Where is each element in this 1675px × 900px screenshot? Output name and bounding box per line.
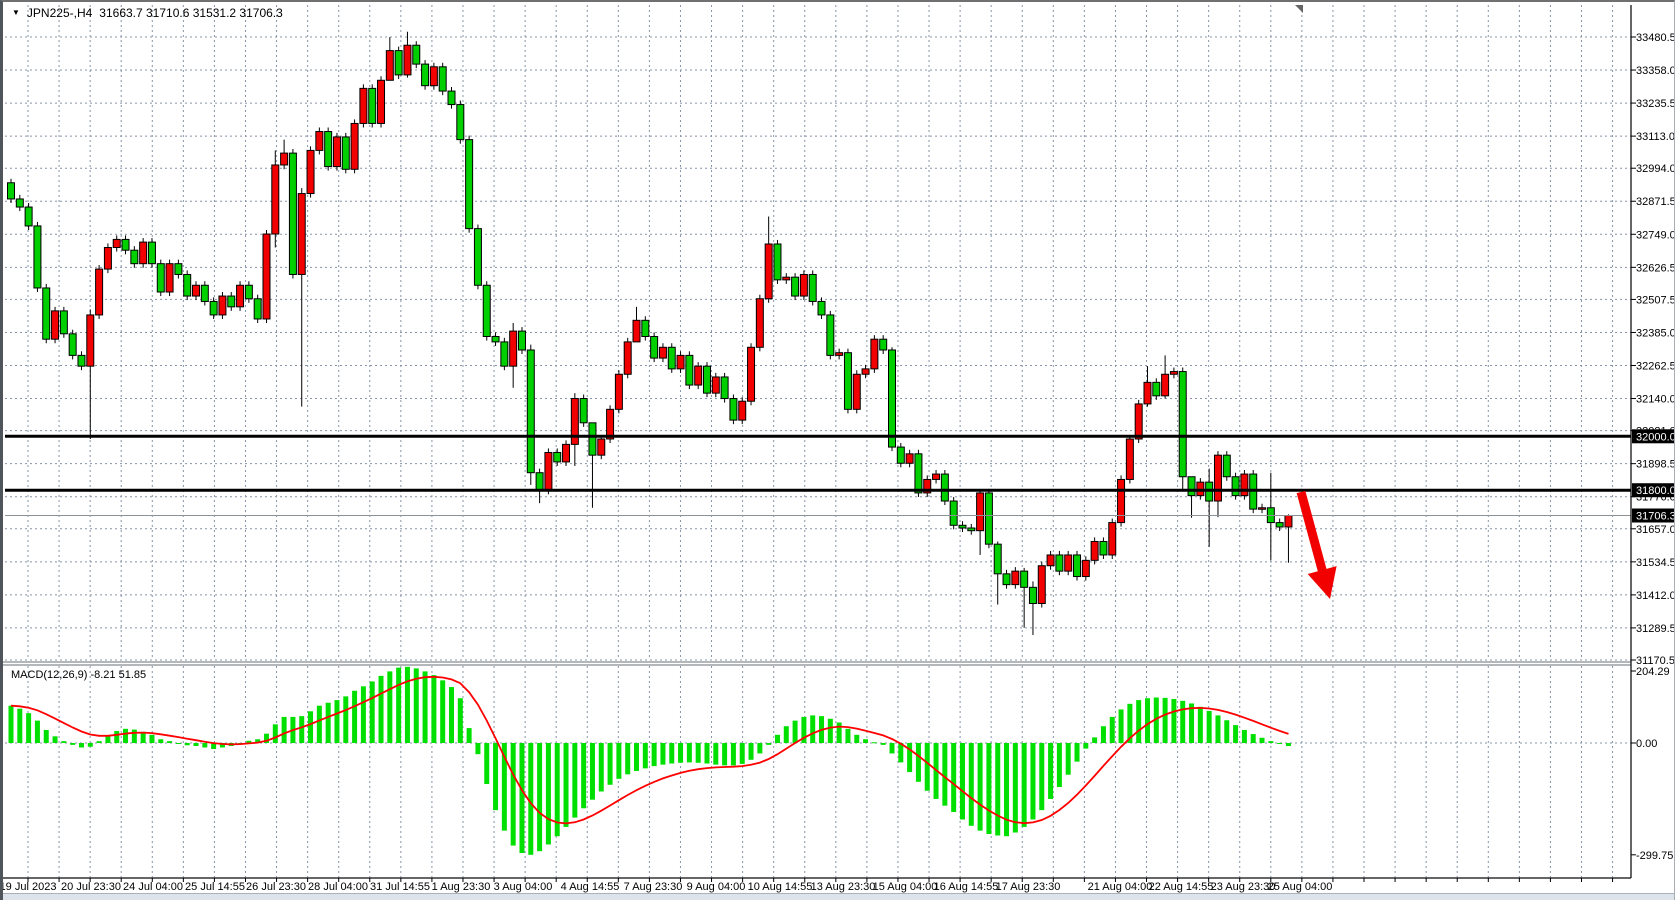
svg-text:32507.5: 32507.5 [1636,294,1675,306]
grid [5,5,1631,878]
svg-text:16 Aug 14:55: 16 Aug 14:55 [934,881,999,893]
svg-text:32871.5: 32871.5 [1636,196,1675,208]
symbol-timeframe-label: JPN225-,H4 [26,6,93,20]
svg-text:33358.0: 33358.0 [1636,65,1675,77]
svg-text:25 Aug 04:00: 25 Aug 04:00 [1268,881,1333,893]
svg-text:19 Jul 2023: 19 Jul 2023 [3,881,56,893]
svg-text:32385.0: 32385.0 [1636,327,1675,339]
pane-separators [3,5,1632,879]
svg-text:31706.3: 31706.3 [1636,511,1675,523]
svg-text:-299.75: -299.75 [1636,850,1673,862]
svg-text:32626.5: 32626.5 [1636,262,1675,274]
svg-text:23 Aug 23:30: 23 Aug 23:30 [1211,881,1276,893]
svg-text:33113.0: 33113.0 [1636,131,1675,143]
svg-text:9 Aug 04:00: 9 Aug 04:00 [687,881,746,893]
candles [7,31,1293,636]
svg-text:1 Aug 23:30: 1 Aug 23:30 [432,881,491,893]
price-badge-32000.0: 32000.0 [1632,429,1675,444]
price-badge-31706.3: 31706.3 [1632,508,1675,523]
macd-signal-line [10,675,1289,825]
chart-title-overlay: ▼ JPN225-,H4 31663.7 31710.6 31531.2 317… [12,6,283,20]
svg-text:31800.0: 31800.0 [1636,485,1675,497]
symbol-dropdown-icon[interactable]: ▼ [12,8,20,17]
svg-text:22 Aug 14:55: 22 Aug 14:55 [1149,881,1214,893]
macd-indicator-label: MACD(12,26,9) -8.21 51.85 [11,669,147,681]
svg-text:13 Aug 23:30: 13 Aug 23:30 [811,881,876,893]
svg-text:31412.0: 31412.0 [1636,590,1675,602]
svg-text:31898.5: 31898.5 [1636,459,1675,471]
svg-text:26 Jul 23:30: 26 Jul 23:30 [246,881,306,893]
svg-text:204.29: 204.29 [1636,666,1670,678]
svg-text:24 Jul 04:00: 24 Jul 04:00 [123,881,183,893]
svg-text:33235.5: 33235.5 [1636,98,1675,110]
svg-text:31170.5: 31170.5 [1636,655,1675,667]
svg-text:0.00: 0.00 [1636,738,1657,750]
svg-text:32140.0: 32140.0 [1636,394,1675,406]
svg-text:4 Aug 14:55: 4 Aug 14:55 [561,881,620,893]
svg-text:31 Jul 14:55: 31 Jul 14:55 [370,881,430,893]
time-axis[interactable]: 19 Jul 2023 20 Jul 23:30 24 Jul 04:00 25 Ju… [3,878,1614,893]
macd-histogram [8,666,1291,855]
svg-text:32994.0: 32994.0 [1636,163,1675,175]
chart-canvas: 33480.5 33358.0 33235.5 33113.0 32994.0 32871… [3,5,1675,893]
svg-text:10 Aug 14:55: 10 Aug 14:55 [748,881,813,893]
svg-text:33480.5: 33480.5 [1636,32,1675,44]
svg-text:20 Jul 23:30: 20 Jul 23:30 [61,881,121,893]
svg-text:15 Aug 04:00: 15 Aug 04:00 [873,881,938,893]
svg-text:3 Aug 04:00: 3 Aug 04:00 [494,881,553,893]
svg-text:32262.5: 32262.5 [1636,360,1675,372]
svg-text:7 Aug 23:30: 7 Aug 23:30 [624,881,683,893]
svg-text:17 Aug 23:30: 17 Aug 23:30 [996,881,1061,893]
svg-text:31289.5: 31289.5 [1636,623,1675,635]
svg-text:31534.5: 31534.5 [1636,557,1675,569]
trend-arrow[interactable] [1296,490,1337,599]
svg-text:25 Jul 14:55: 25 Jul 14:55 [185,881,245,893]
svg-text:28 Jul 04:00: 28 Jul 04:00 [308,881,368,893]
svg-text:31657.0: 31657.0 [1636,524,1675,536]
price-axis[interactable]: 33480.5 33358.0 33235.5 33113.0 32994.0 32871… [1631,32,1675,862]
chart-shift-marker[interactable] [1295,5,1303,13]
price-badge-31800.0: 31800.0 [1632,483,1675,498]
ohlc-values-label: 31663.7 31710.6 31531.2 31706.3 [99,6,283,20]
svg-text:32000.0: 32000.0 [1636,431,1675,443]
window-bottom-edge [3,893,1674,900]
svg-text:21 Aug 04:00: 21 Aug 04:00 [1088,881,1153,893]
svg-text:32749.0: 32749.0 [1636,229,1675,241]
